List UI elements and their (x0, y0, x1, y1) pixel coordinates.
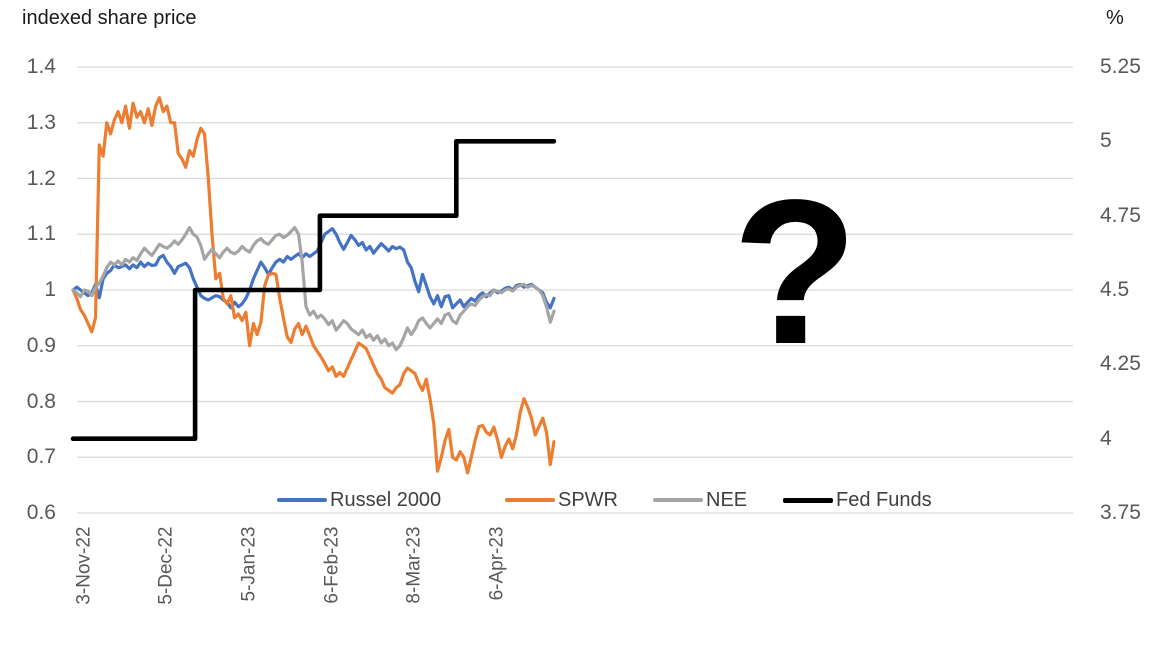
y-left-tick-label: 0.8 (26, 389, 56, 413)
series-line-spwr (71, 96, 556, 475)
x-axis-tick-label: 6-Apr-23 (486, 526, 508, 601)
legend-item-nee: NEE (653, 488, 747, 512)
legend-item-spwr: SPWR (505, 488, 618, 512)
left-axis-title: indexed share price (22, 7, 197, 29)
y-right-tick-label: 5.25 (1100, 55, 1141, 78)
right-axis-title: % (1106, 7, 1124, 29)
y-left-tick-label: 0.9 (26, 333, 56, 357)
y-right-tick-label: 3.75 (1100, 501, 1141, 524)
y-left-tick-label: 1.3 (26, 110, 56, 134)
y-right-tick-label: 4.75 (1100, 203, 1141, 227)
x-axis-tick-label: 5-Dec-22 (155, 526, 177, 605)
y-left-tick-label: 1.4 (26, 55, 56, 78)
legend-swatch (505, 498, 555, 502)
legend-item-fed-funds: Fed Funds (783, 488, 932, 512)
legend-swatch (653, 498, 703, 502)
series-line-nee (71, 226, 556, 352)
y-left-tick-label: 1.2 (26, 166, 56, 190)
legend-item-russel-2000: Russel 2000 (277, 488, 441, 512)
legend-label: Russel 2000 (330, 488, 442, 511)
legend-swatch (783, 497, 833, 503)
y-right-tick-label: 4 (1100, 426, 1112, 450)
y-left-tick-label: 1.1 (26, 222, 56, 246)
y-left-tick-label: 1 (44, 278, 56, 301)
legend-label: Fed Funds (836, 488, 932, 511)
question-mark-annotation: ? (732, 157, 858, 387)
series-line-russel-2000 (71, 227, 556, 310)
y-right-tick-label: 4.5 (1100, 278, 1130, 301)
y-right-tick-label: 4.25 (1100, 352, 1141, 376)
x-axis-tick-label: 5-Jan-23 (238, 526, 260, 602)
y-right-tick-label: 5 (1100, 129, 1112, 153)
x-axis-tick-label: 3-Nov-22 (73, 526, 95, 605)
legend-label: NEE (706, 488, 748, 511)
legend-label: SPWR (558, 488, 618, 511)
x-axis-tick-label: 6-Feb-23 (321, 526, 343, 604)
y-left-tick-label: 0.6 (26, 501, 56, 524)
series-line-fed-funds (70, 139, 557, 442)
legend-swatch (277, 498, 327, 502)
y-left-tick-label: 0.7 (26, 445, 56, 469)
x-axis-tick-label: 8-Mar-23 (403, 526, 425, 604)
